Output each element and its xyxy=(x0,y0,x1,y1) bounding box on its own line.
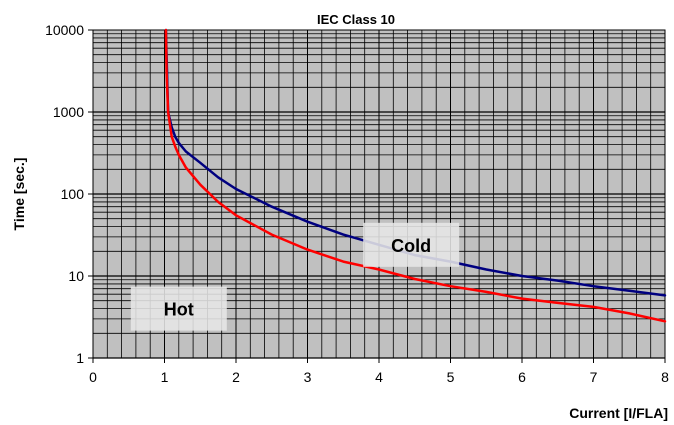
y-tick-label: 10 xyxy=(68,268,84,284)
annotation-cold: Cold xyxy=(363,222,460,267)
annotation-label: Cold xyxy=(391,236,431,256)
x-tick-label: 7 xyxy=(590,369,598,385)
y-axis-title: Time [sec.] xyxy=(11,158,27,231)
annotations: Cold Hot xyxy=(130,222,460,331)
series-line-hot xyxy=(164,28,667,323)
annotation-box xyxy=(363,222,460,267)
y-tick-label: 10000 xyxy=(45,22,84,38)
x-tick-label: 5 xyxy=(447,369,455,385)
y-axis-ticks: 1 10 100 1000 10000 xyxy=(45,22,93,366)
annotation-box xyxy=(130,286,227,331)
x-axis-ticks: 0 1 2 3 4 5 6 7 8 xyxy=(89,358,669,385)
series-layer xyxy=(164,28,667,323)
y-tick-label: 1 xyxy=(76,350,84,366)
annotation-label: Hot xyxy=(164,300,194,320)
y-tick-label: 100 xyxy=(61,186,85,202)
x-tick-label: 4 xyxy=(375,369,383,385)
x-tick-label: 1 xyxy=(161,369,169,385)
x-tick-label: 2 xyxy=(232,369,240,385)
chart-title: IEC Class 10 xyxy=(317,12,395,27)
y-tick-label: 1000 xyxy=(53,104,84,120)
annotation-hot: Hot xyxy=(130,286,227,331)
x-tick-label: 8 xyxy=(661,369,669,385)
x-axis-title: Current [I/FLA] xyxy=(569,405,668,421)
x-tick-label: 0 xyxy=(89,369,97,385)
x-tick-label: 6 xyxy=(518,369,526,385)
x-tick-label: 3 xyxy=(304,369,312,385)
series-line-cold xyxy=(164,28,667,297)
